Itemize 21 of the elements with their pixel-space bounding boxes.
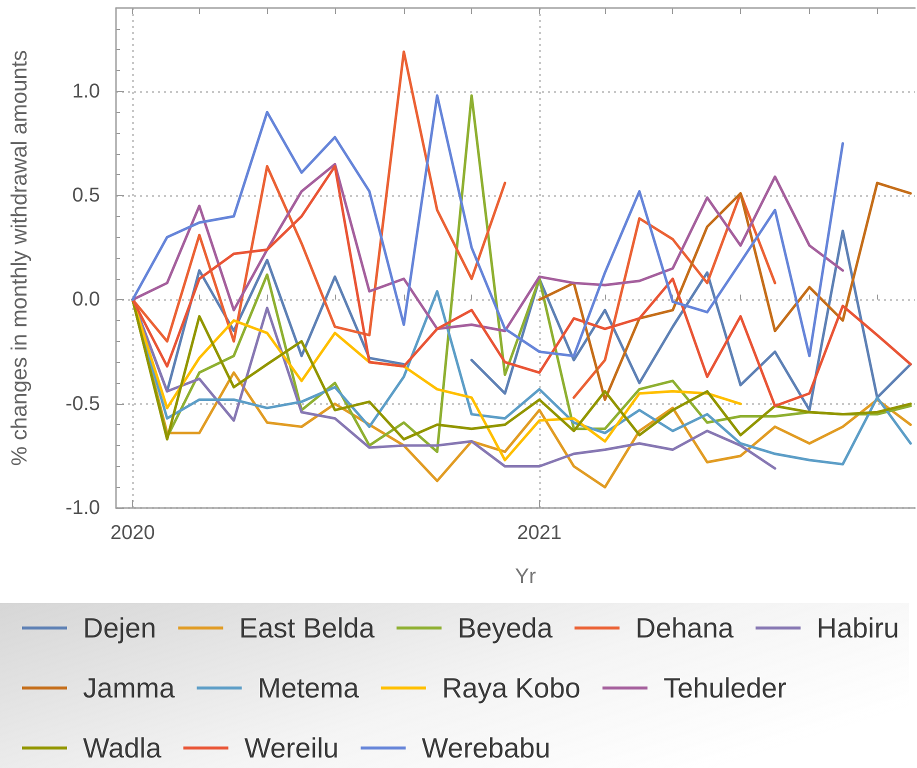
legend-label: Wadla [83,732,162,764]
legend-label: Jamma [83,672,176,704]
legend-label: Tehuleder [663,672,786,704]
legend-label: Beyeda [458,612,553,644]
legend-label: Werebabu [422,732,550,764]
y-tick-label: 1.0 [72,80,100,102]
y-tick-label: 0.0 [72,288,100,311]
legend-label: Metema [258,672,360,704]
legend-label: Raya Kobo [442,672,580,704]
x-tick-label: 2021 [517,522,562,544]
legend-label: Wereilu [244,732,339,764]
legend-label: Habiru [816,612,900,644]
legend-label: East Belda [239,612,376,644]
y-axis-title: % changes in monthly withdrawal amounts [6,50,32,466]
legend-label: Dejen [83,612,156,644]
y-tick-label: 0.5 [72,184,100,206]
x-tick-label: 2020 [110,522,155,544]
y-tick-label: -1.0 [66,497,100,519]
legend-label: Dehana [636,612,734,644]
x-axis-title: Yr [515,565,536,588]
y-tick-label: -0.5 [66,392,100,415]
